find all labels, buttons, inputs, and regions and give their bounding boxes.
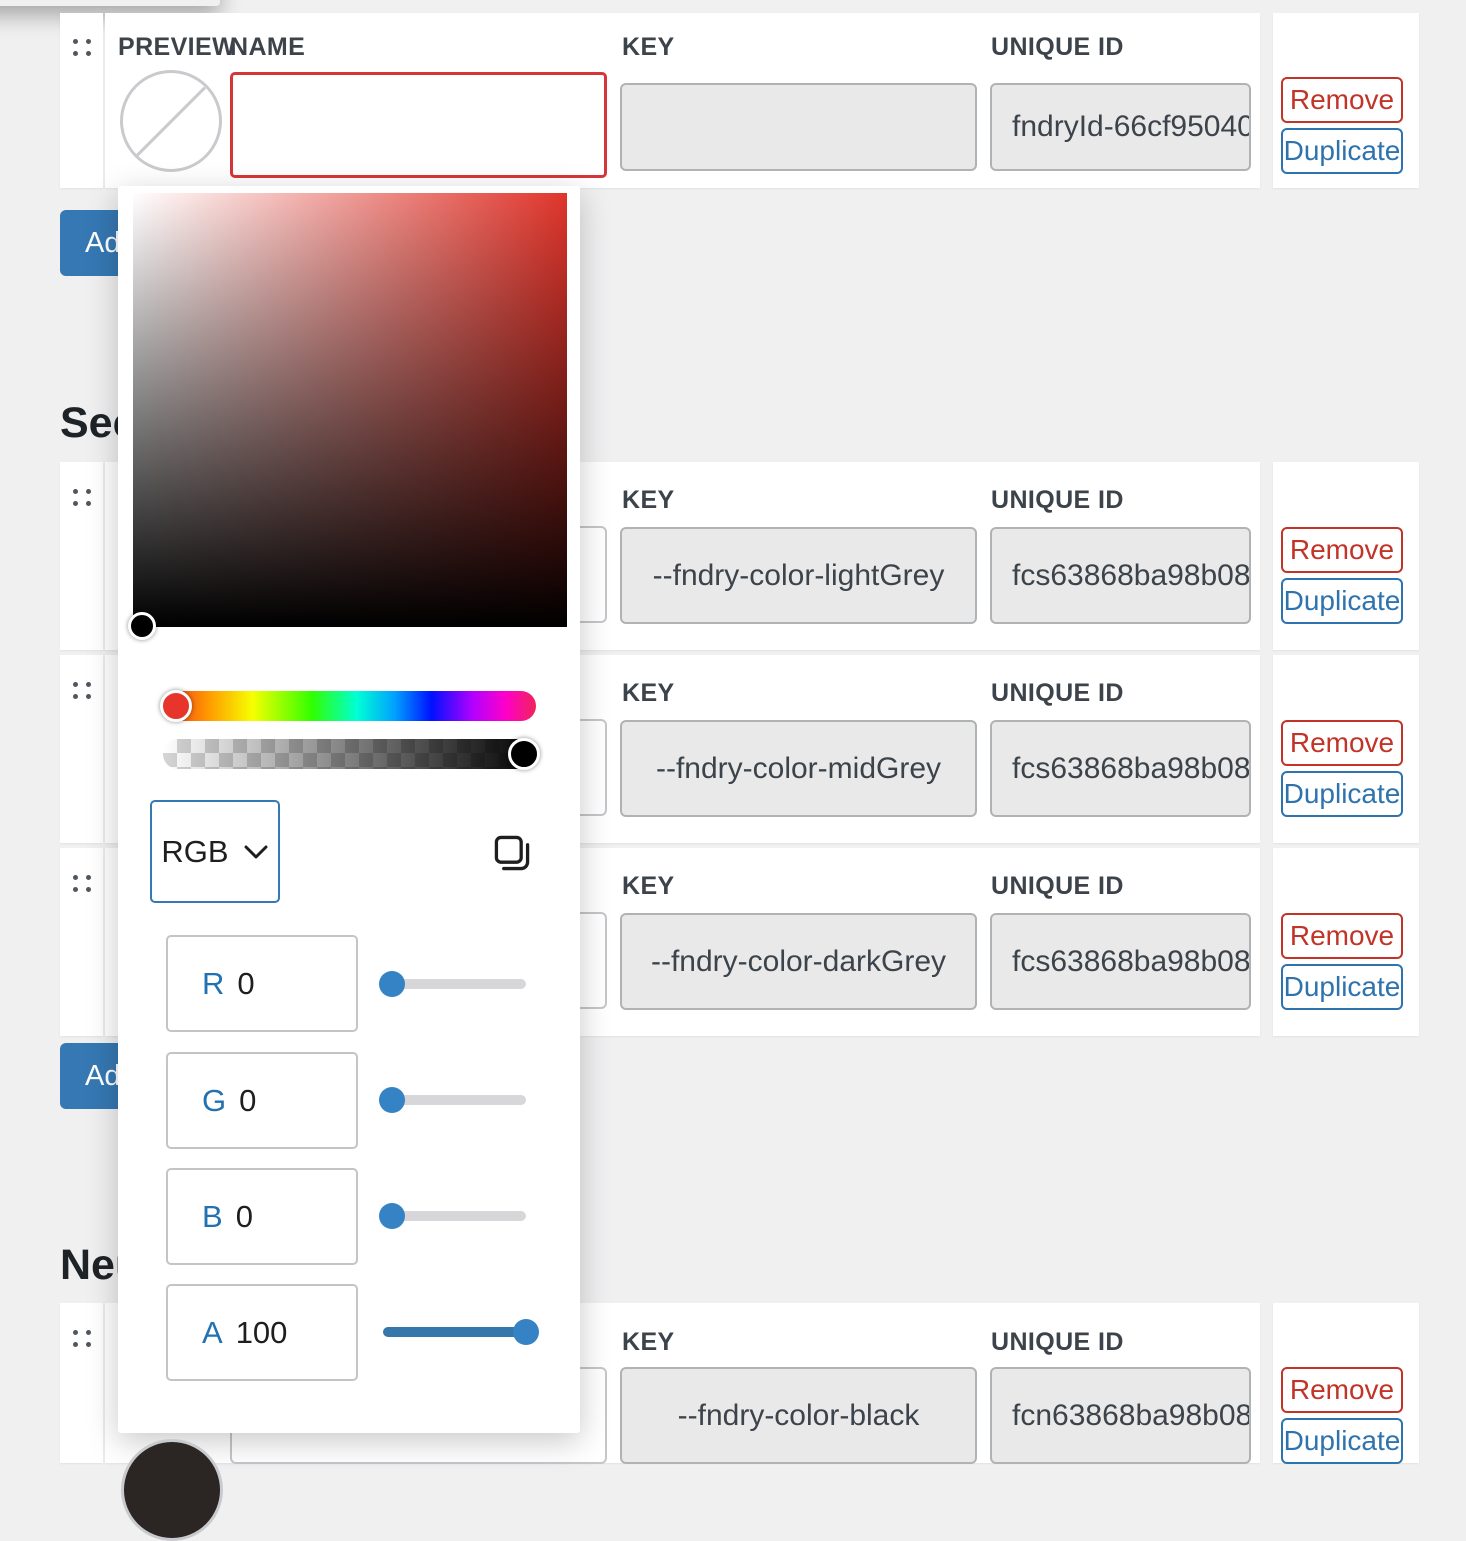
drag-handle-icon[interactable] xyxy=(73,489,93,511)
key-input: --fndry-color-black xyxy=(620,1367,977,1464)
chevron-down-icon xyxy=(244,845,268,858)
blue-channel-input[interactable]: B 0 xyxy=(166,1168,358,1265)
red-channel-label: R xyxy=(202,965,225,1001)
duplicate-button[interactable]: Duplicate xyxy=(1281,128,1403,174)
color-row: PREVIEW NAME KEY UNIQUE ID fndryId-66cf9… xyxy=(105,13,1260,188)
row-drag-handle-card[interactable] xyxy=(60,462,103,650)
offscreen-element-shadow xyxy=(0,0,220,6)
key-input: --fndry-color-lightGrey xyxy=(620,527,977,624)
unique-id-column-label: UNIQUE ID xyxy=(991,33,1124,61)
drag-handle-icon[interactable] xyxy=(73,39,93,61)
alpha-channel-label: A xyxy=(202,1314,223,1350)
row-actions-card: Remove Duplicate xyxy=(1273,655,1419,843)
row-actions-card: Remove Duplicate xyxy=(1273,13,1419,188)
key-column-label: KEY xyxy=(622,872,675,900)
green-channel-value: 0 xyxy=(239,1082,257,1118)
row-drag-handle-card[interactable] xyxy=(60,848,103,1036)
green-channel-input[interactable]: G 0 xyxy=(166,1052,358,1149)
red-channel-slider[interactable] xyxy=(383,979,526,989)
key-column-label: KEY xyxy=(622,1328,675,1356)
alpha-channel-value: 100 xyxy=(235,1314,288,1350)
green-channel-slider-thumb[interactable] xyxy=(379,1087,405,1113)
alpha-channel-slider-thumb[interactable] xyxy=(513,1319,539,1345)
key-column-label: KEY xyxy=(622,486,675,514)
unique-id-column-label: UNIQUE ID xyxy=(991,486,1124,514)
key-input: --fndry-color-midGrey xyxy=(620,720,977,817)
remove-button[interactable]: Remove xyxy=(1281,1367,1403,1413)
red-channel-slider-thumb[interactable] xyxy=(379,971,405,997)
key-column-label: KEY xyxy=(622,33,675,61)
alpha-slider[interactable] xyxy=(163,739,536,769)
name-column-label: NAME xyxy=(230,33,306,61)
alpha-channel-slider[interactable] xyxy=(383,1327,526,1337)
unique-id-input: fcs63868ba98b08 xyxy=(990,527,1251,624)
color-format-value: RGB xyxy=(161,833,229,869)
hue-slider[interactable] xyxy=(163,691,536,721)
blue-channel-label: B xyxy=(202,1198,223,1234)
color-preview-empty-swatch[interactable] xyxy=(120,70,222,172)
row-actions-card: Remove Duplicate xyxy=(1273,848,1419,1036)
remove-button[interactable]: Remove xyxy=(1281,720,1403,766)
key-input: --fndry-color-darkGrey xyxy=(620,913,977,1010)
red-channel-input[interactable]: R 0 xyxy=(166,935,358,1032)
duplicate-button[interactable]: Duplicate xyxy=(1281,964,1403,1010)
remove-button[interactable]: Remove xyxy=(1281,77,1403,123)
key-input xyxy=(620,83,977,171)
copy-icon xyxy=(494,835,530,871)
unique-id-input: fndryId-66cf95040 xyxy=(990,83,1251,171)
unique-id-column-label: UNIQUE ID xyxy=(991,872,1124,900)
unique-id-input: fcs63868ba98b08 xyxy=(990,720,1251,817)
duplicate-button[interactable]: Duplicate xyxy=(1281,771,1403,817)
alpha-channel-input[interactable]: A 100 xyxy=(166,1284,358,1381)
key-column-label: KEY xyxy=(622,679,675,707)
green-channel-label: G xyxy=(202,1082,227,1118)
color-format-select[interactable]: RGB xyxy=(150,800,280,903)
blue-channel-value: 0 xyxy=(235,1198,253,1234)
row-actions-card: Remove Duplicate xyxy=(1273,462,1419,650)
saturation-handle[interactable] xyxy=(128,612,156,640)
slash-icon xyxy=(135,85,207,157)
red-channel-value: 0 xyxy=(237,965,255,1001)
remove-button[interactable]: Remove xyxy=(1281,527,1403,573)
color-picker-popup: RGB R 0 G 0 B 0 A 100 xyxy=(118,186,580,1433)
duplicate-button[interactable]: Duplicate xyxy=(1281,578,1403,624)
blue-channel-slider-thumb[interactable] xyxy=(379,1203,405,1229)
saturation-value-map[interactable] xyxy=(133,193,567,627)
row-actions-card: Remove Duplicate xyxy=(1273,1303,1419,1464)
color-preview-black-swatch[interactable] xyxy=(121,1439,223,1541)
drag-handle-icon[interactable] xyxy=(73,875,93,897)
blue-channel-slider[interactable] xyxy=(383,1211,526,1221)
unique-id-input: fcn63868ba98b08 xyxy=(990,1367,1251,1464)
row-drag-handle-card[interactable] xyxy=(60,13,103,188)
unique-id-column-label: UNIQUE ID xyxy=(991,1328,1124,1356)
green-channel-slider[interactable] xyxy=(383,1095,526,1105)
row-drag-handle-card[interactable] xyxy=(60,1303,103,1463)
name-input[interactable] xyxy=(230,72,607,178)
copy-color-button[interactable] xyxy=(490,831,534,875)
row-drag-handle-card[interactable] xyxy=(60,655,103,843)
hue-slider-handle[interactable] xyxy=(160,690,192,722)
preview-column-label: PREVIEW xyxy=(118,33,237,61)
drag-handle-icon[interactable] xyxy=(73,682,93,704)
unique-id-input: fcs63868ba98b08 xyxy=(990,913,1251,1010)
unique-id-column-label: UNIQUE ID xyxy=(991,679,1124,707)
alpha-slider-handle[interactable] xyxy=(508,738,540,770)
drag-handle-icon[interactable] xyxy=(73,1330,93,1352)
duplicate-button[interactable]: Duplicate xyxy=(1281,1418,1403,1464)
remove-button[interactable]: Remove xyxy=(1281,913,1403,959)
